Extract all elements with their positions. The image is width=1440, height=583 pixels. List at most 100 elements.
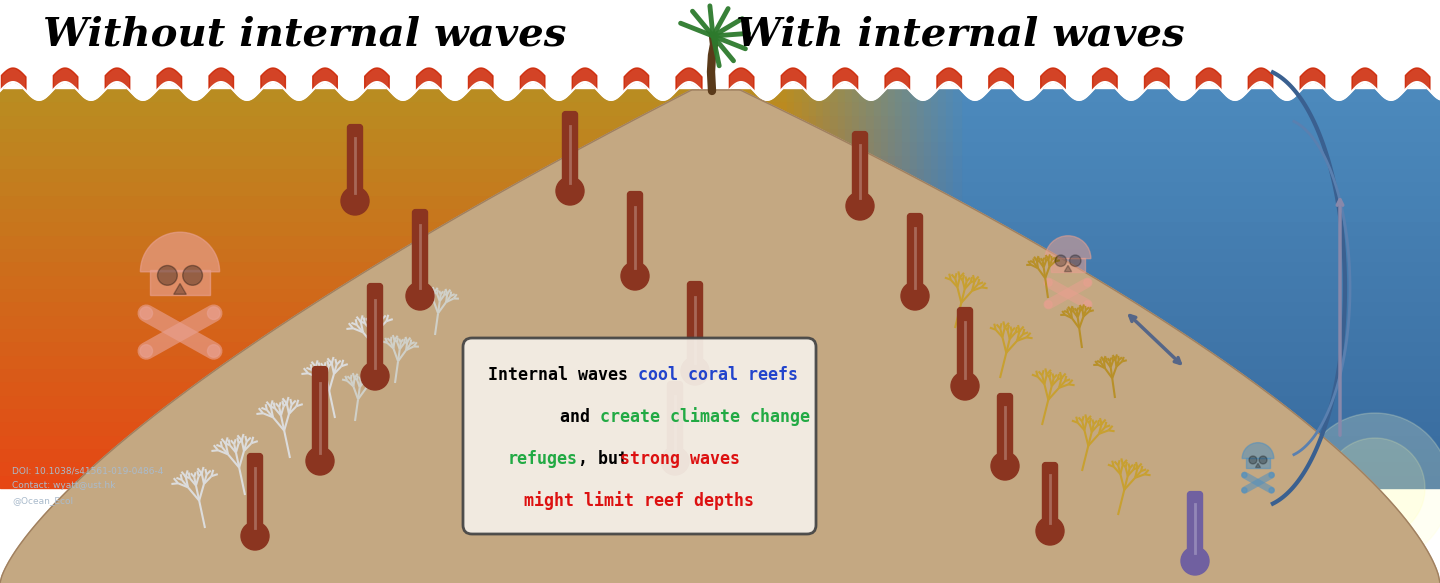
Bar (881, 328, 888, 341)
Bar (860, 275, 867, 288)
Bar (852, 435, 860, 448)
Bar (903, 168, 910, 181)
Bar (852, 475, 860, 488)
Bar (824, 408, 831, 422)
Bar (809, 88, 816, 101)
Bar (870, 261, 1440, 275)
Bar (831, 461, 838, 475)
Bar (924, 101, 932, 115)
Bar (874, 448, 881, 461)
Bar (932, 475, 939, 488)
Bar (881, 368, 888, 381)
Bar (780, 422, 788, 435)
Bar (881, 315, 888, 328)
Bar (816, 408, 824, 422)
Bar (809, 101, 816, 115)
Bar (845, 222, 852, 235)
Bar (824, 222, 831, 235)
Bar (881, 422, 888, 435)
Bar (860, 422, 867, 435)
Bar (780, 328, 788, 341)
Bar (888, 154, 896, 168)
FancyBboxPatch shape (367, 283, 383, 378)
Bar (860, 461, 867, 475)
Bar (870, 141, 1440, 154)
Bar (795, 248, 802, 261)
Bar (917, 461, 924, 475)
Bar (896, 222, 903, 235)
Bar (788, 101, 795, 115)
Bar (816, 368, 824, 381)
Bar (874, 381, 881, 395)
Circle shape (901, 282, 929, 310)
Bar (795, 315, 802, 328)
Bar (788, 275, 795, 288)
Bar (888, 461, 896, 475)
Bar (903, 222, 910, 235)
Bar (788, 475, 795, 488)
Bar (816, 115, 824, 128)
Bar (0, 261, 870, 275)
Bar (802, 368, 809, 381)
Bar (924, 395, 932, 408)
Bar (0, 235, 870, 248)
Bar (874, 301, 881, 315)
Bar (809, 154, 816, 168)
Bar (816, 328, 824, 341)
Wedge shape (1243, 442, 1274, 458)
Bar (910, 115, 917, 128)
Bar (809, 222, 816, 235)
Bar (831, 275, 838, 288)
Bar (896, 101, 903, 115)
Bar (924, 288, 932, 301)
Bar (932, 461, 939, 475)
Bar (795, 141, 802, 154)
Bar (939, 315, 946, 328)
Bar (780, 128, 788, 141)
Bar (852, 222, 860, 235)
Bar (809, 354, 816, 368)
Bar (867, 341, 874, 354)
Bar (917, 181, 924, 195)
Bar (888, 301, 896, 315)
Bar (824, 381, 831, 395)
Bar (946, 208, 953, 222)
Bar (802, 181, 809, 195)
Bar (910, 288, 917, 301)
Bar (809, 248, 816, 261)
Bar (881, 168, 888, 181)
Bar (838, 461, 845, 475)
Bar (845, 301, 852, 315)
Bar (917, 435, 924, 448)
Bar (917, 222, 924, 235)
Bar (874, 395, 881, 408)
Bar (917, 235, 924, 248)
Bar (870, 208, 1440, 222)
Bar (795, 195, 802, 208)
Bar (824, 168, 831, 181)
Bar (788, 222, 795, 235)
Bar (917, 368, 924, 381)
Bar (881, 88, 888, 101)
Bar (824, 395, 831, 408)
Bar (910, 381, 917, 395)
Bar (824, 115, 831, 128)
Bar (809, 208, 816, 222)
Bar (780, 395, 788, 408)
Bar (795, 301, 802, 315)
Bar (917, 341, 924, 354)
Bar (845, 475, 852, 488)
Bar (870, 88, 1440, 101)
Bar (939, 88, 946, 101)
Bar (932, 195, 939, 208)
Bar (795, 354, 802, 368)
Bar (896, 141, 903, 154)
Bar (870, 341, 1440, 354)
Bar (946, 88, 953, 101)
Bar (953, 115, 960, 128)
Bar (888, 288, 896, 301)
Bar (788, 261, 795, 275)
FancyBboxPatch shape (998, 394, 1012, 468)
Bar (874, 461, 881, 475)
Bar (946, 395, 953, 408)
